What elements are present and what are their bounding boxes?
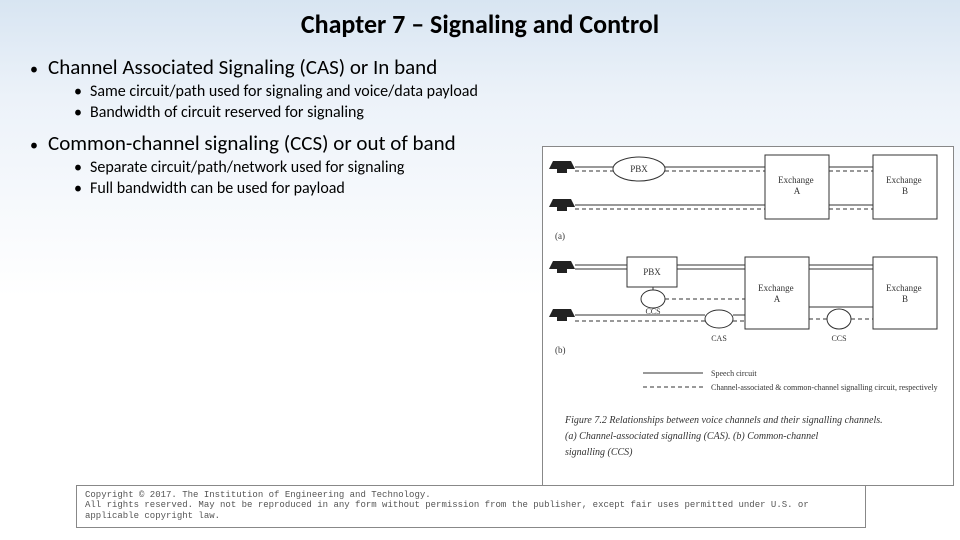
panel-b-label: (b) [555,345,566,355]
cas-label: CAS [711,334,727,343]
bullet-2-2-text: Full bandwidth can be used for payload [90,179,345,198]
exchange-a-box-b [745,257,809,329]
figure-caption-3: signalling (CCS) [565,447,633,458]
bullet-dot-icon: • [74,103,90,122]
bullet-dot-icon: • [30,136,48,155]
ccs-node-2 [827,309,851,329]
bullet-1-1: • Same circuit/path used for signaling a… [74,82,960,101]
figure-caption-1: Figure 7.2 Relationships between voice c… [564,415,883,426]
figure-caption-2: (a) Channel-associated signalling (CAS).… [565,431,819,442]
bullet-2-text: Common-channel signaling (CCS) or out of… [48,130,456,156]
pbx-label-b: PBX [643,267,661,277]
pbx-label: PBX [630,164,648,174]
bullet-dot-icon: • [74,179,90,198]
phone-icon [549,261,575,273]
phone-icon [549,199,575,211]
slide-title: Chapter 7 – Signaling and Control [0,0,960,40]
figure-7-2: PBX Exchange A Exchange B (a) [542,146,954,486]
bullet-1-2: • Bandwidth of circuit reserved for sign… [74,103,960,122]
legend-signalling: Channel-associated & common-channel sign… [711,383,938,392]
copyright-strip: Copyright © 2017. The Institution of Eng… [76,485,866,528]
bullet-dot-icon: • [74,158,90,177]
bullet-1: • Channel Associated Signaling (CAS) or … [30,54,960,80]
bullet-1-2-text: Bandwidth of circuit reserved for signal… [90,103,364,122]
ccs-node-1 [641,290,665,308]
phone-icon [549,309,575,321]
ccs-label-2: CCS [831,334,846,343]
legend-speech: Speech circuit [711,369,757,378]
bullet-1-1-text: Same circuit/path used for signaling and… [90,82,478,101]
panel-a-label: (a) [555,231,565,241]
exchange-b-box-b [873,257,937,329]
copyright-line-2: All rights reserved. May not be reproduc… [85,500,857,522]
phone-icon [549,161,575,173]
bullet-1-text: Channel Associated Signaling (CAS) or In… [48,54,437,80]
copyright-line-1: Copyright © 2017. The Institution of Eng… [85,490,857,501]
bullet-dot-icon: • [74,82,90,101]
bullet-dot-icon: • [30,60,48,79]
cas-node [705,310,733,328]
bullet-2-1-text: Separate circuit/path/network used for s… [90,158,404,177]
